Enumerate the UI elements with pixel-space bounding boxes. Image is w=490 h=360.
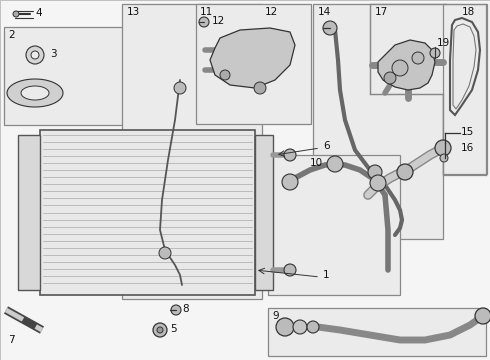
Circle shape	[254, 82, 266, 94]
Text: 5: 5	[170, 324, 176, 334]
Circle shape	[327, 156, 343, 172]
Text: 15: 15	[461, 127, 474, 137]
Circle shape	[31, 51, 39, 59]
Text: 19: 19	[437, 38, 450, 48]
Text: 7: 7	[8, 335, 15, 345]
Text: 1: 1	[323, 270, 330, 280]
Text: 8: 8	[182, 304, 189, 314]
Bar	[443, 4, 487, 174]
Bar	[18, 135, 40, 290]
Circle shape	[307, 321, 319, 333]
Bar	[313, 4, 443, 239]
Bar	[122, 4, 262, 299]
Circle shape	[276, 318, 294, 336]
Circle shape	[392, 60, 408, 76]
Text: 12: 12	[265, 7, 278, 17]
Circle shape	[157, 327, 163, 333]
Polygon shape	[210, 28, 295, 88]
Circle shape	[475, 308, 490, 324]
Text: 2: 2	[8, 30, 15, 40]
Circle shape	[199, 17, 209, 27]
Circle shape	[159, 247, 171, 259]
Circle shape	[430, 48, 440, 58]
Circle shape	[323, 21, 337, 35]
Circle shape	[384, 72, 396, 84]
Circle shape	[440, 154, 448, 162]
Text: 13: 13	[127, 7, 140, 17]
Polygon shape	[7, 79, 63, 107]
Circle shape	[412, 52, 424, 64]
Circle shape	[370, 175, 386, 191]
Circle shape	[174, 82, 186, 94]
Circle shape	[26, 46, 44, 64]
Text: 9: 9	[272, 311, 279, 321]
Text: 10: 10	[310, 158, 323, 168]
Circle shape	[153, 323, 167, 337]
Polygon shape	[21, 86, 49, 100]
Circle shape	[397, 164, 413, 180]
Text: 3: 3	[50, 49, 57, 59]
Bar	[4, 27, 124, 125]
Bar	[40, 130, 255, 295]
Text: 11: 11	[200, 7, 213, 17]
Text: 4: 4	[35, 8, 42, 18]
Circle shape	[293, 320, 307, 334]
Bar	[443, 4, 446, 174]
Circle shape	[171, 305, 181, 315]
Bar	[268, 155, 400, 295]
Text: 12: 12	[212, 16, 225, 26]
Polygon shape	[378, 40, 435, 90]
Text: 14: 14	[318, 7, 331, 17]
Bar	[268, 308, 486, 356]
Text: 18: 18	[462, 7, 475, 17]
Text: 17: 17	[375, 7, 388, 17]
Circle shape	[284, 264, 296, 276]
Circle shape	[282, 174, 298, 190]
Bar	[370, 4, 446, 94]
Circle shape	[220, 70, 230, 80]
Text: 6: 6	[323, 141, 330, 151]
Text: 16: 16	[461, 143, 474, 153]
Bar	[255, 135, 273, 290]
Circle shape	[284, 149, 296, 161]
Bar	[196, 4, 311, 124]
Circle shape	[435, 140, 451, 156]
Circle shape	[368, 165, 382, 179]
Circle shape	[13, 11, 19, 17]
